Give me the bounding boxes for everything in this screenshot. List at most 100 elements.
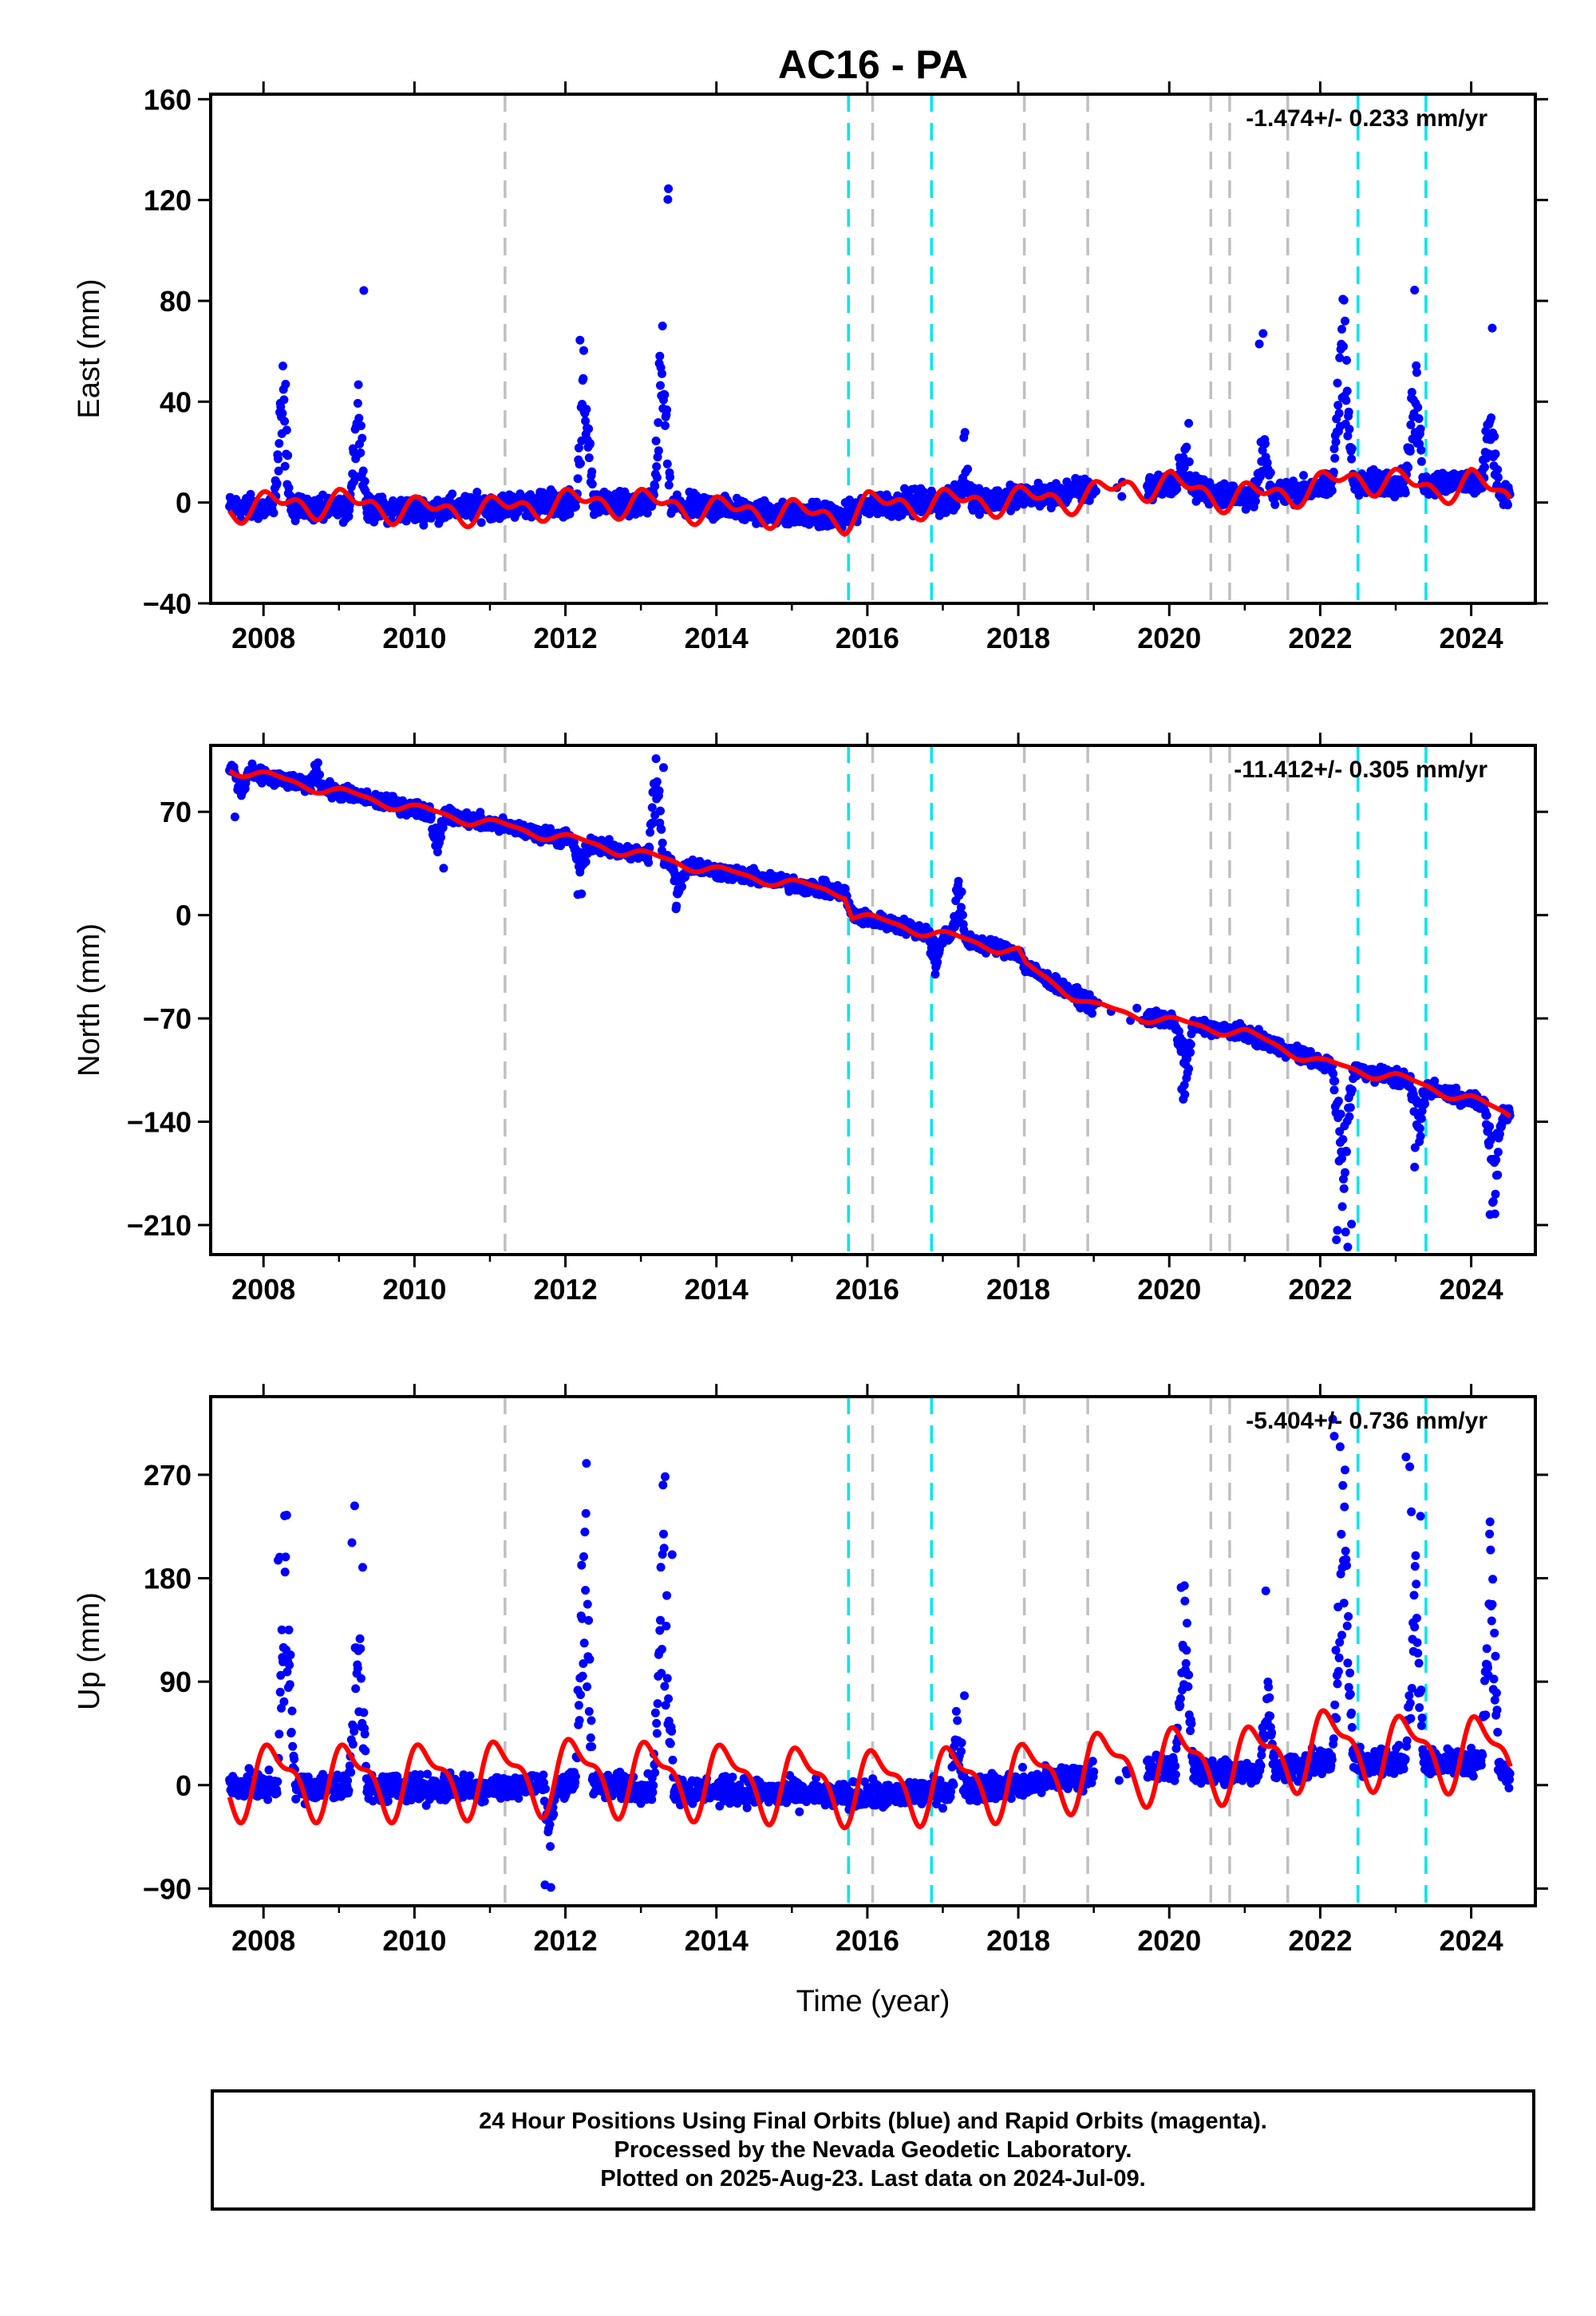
data-point [1493,1170,1503,1180]
x-tick-label: 2018 [986,622,1050,654]
data-point [286,1728,296,1737]
data-point [1117,492,1127,501]
data-point [672,901,681,911]
data-point [1482,1111,1491,1120]
data-point [269,508,279,518]
data-point [285,1660,294,1670]
data-point [1416,456,1426,466]
data-point [280,461,290,471]
data-point [1088,1009,1097,1018]
data-point [230,812,239,822]
data-point [281,379,290,389]
data-point [1327,486,1337,496]
plot-frame [209,93,1537,605]
data-point [437,832,445,842]
y-tick-label: 70 [160,796,192,828]
y-tick-label: 80 [160,285,192,318]
data-point [354,413,364,423]
data-point [272,1788,282,1798]
data-point [1091,487,1100,496]
data-point [1420,1099,1429,1109]
data-point [581,417,591,425]
data-point [1493,472,1503,482]
data-point [573,474,583,484]
data-point [1205,478,1215,488]
data-point [579,346,588,355]
data-point [586,439,595,449]
data-point [1345,1112,1354,1121]
data-point [1341,1227,1350,1237]
data-point [279,395,289,405]
data-point [663,195,673,204]
data-point [655,351,665,361]
data-point [1219,479,1229,488]
data-point [565,509,575,519]
data-point [354,380,363,389]
data-point [658,322,667,330]
data-points-north [225,754,1515,1252]
data-point [476,518,486,528]
data-point [313,758,322,768]
y-axis-label: North (mm) [73,923,106,1077]
data-point [1254,339,1264,349]
data-point [1337,1202,1347,1211]
data-point [1491,1155,1501,1164]
model-curve-east [227,466,1513,537]
data-point [1329,1085,1339,1095]
data-point [658,838,667,848]
data-point [584,424,594,433]
y-tick-label: 120 [144,184,192,217]
y-tick-label: 0 [176,487,192,520]
data-point [654,446,663,456]
data-point [1345,425,1354,434]
data-point [1491,1189,1500,1199]
data-point [1400,488,1410,498]
data-point [662,405,672,414]
data-point [1250,496,1260,506]
data-point [644,858,654,868]
panel-north: 2008 2010 2012 2014 2016 2018 2020 2022 2024−210… [73,733,1548,1306]
panel-east: 2008 2010 2012 2014 2016 2018 2020 2022 2024−400… [73,81,1548,654]
data-point [357,1674,365,1683]
data-point [1490,432,1499,441]
data-point [651,437,661,445]
data-point [1493,1148,1503,1157]
data-point [264,1765,274,1775]
data-point [1333,1097,1343,1106]
data-point [1491,449,1500,459]
data-point [954,876,963,886]
x-tick-label: 2012 [534,1273,598,1306]
data-point [284,1625,294,1634]
data-point [957,887,966,896]
data-point [274,466,283,476]
y-tick-label: 40 [160,385,192,418]
data-point [1406,420,1416,429]
rate-label: -1.474+/- 0.233 mm/yr [1246,105,1487,132]
data-point [651,754,661,764]
data-point [1345,1103,1355,1113]
data-point [1410,1162,1420,1172]
data-point [283,451,293,460]
data-point [350,1726,359,1736]
data-point [263,1795,273,1804]
data-point [1487,323,1497,333]
data-point [275,439,284,449]
plot-area-east [225,94,1515,603]
data-point [840,884,850,893]
data-point [280,1567,290,1577]
data-point [344,1786,354,1795]
data-point [584,453,594,463]
y-tick-label: −140 [127,1106,192,1139]
data-point [279,362,287,371]
data-points-east [225,184,1515,532]
data-point [1480,462,1489,472]
data-point [281,1552,290,1562]
data-point [1184,457,1194,467]
data-point [1337,325,1346,334]
data-point [439,864,448,873]
data-point [282,1511,291,1520]
data-point [1347,1219,1357,1229]
data-point [275,1687,285,1697]
x-tick-label: 2024 [1440,1273,1503,1306]
x-tick-label: 2010 [382,1273,446,1306]
